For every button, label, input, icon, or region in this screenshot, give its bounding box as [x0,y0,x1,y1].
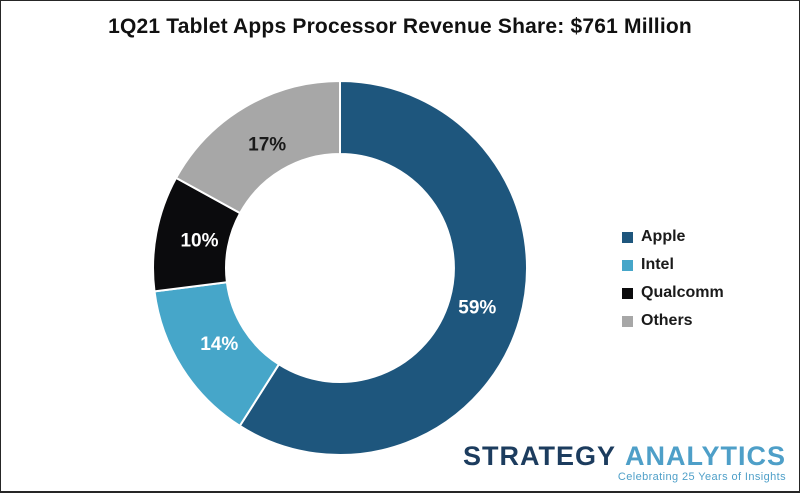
legend-marker-others [622,315,633,327]
brand-logo: STRATEGY ANALYTICS Celebrating 25 Years o… [462,440,786,483]
legend-label-intel: Intel [641,256,674,273]
legend: Apple Intel Qualcomm Others [622,223,724,335]
legend-item-intel: Intel [622,251,724,279]
slice-apple [238,80,528,456]
legend-label-apple: Apple [641,228,686,245]
slice-label-apple: 59% [458,297,496,318]
legend-item-apple: Apple [622,223,724,251]
brand-name: STRATEGY ANALYTICS [462,440,786,471]
legend-item-others: Others [622,307,724,335]
legend-label-others: Others [641,312,693,329]
brand-name-strategy: STRATEGY [462,440,616,471]
legend-label-qualcomm: Qualcomm [641,284,724,301]
chart-title: 1Q21 Tablet Apps Processor Revenue Share… [108,15,692,38]
legend-marker-intel [622,259,633,271]
brand-tagline: Celebrating 25 Years of Insights [617,471,786,483]
slice-others [175,80,341,215]
brand-name-analytics: ANALYTICS [624,440,786,471]
legend-item-qualcomm: Qualcomm [622,279,724,307]
slice-label-others: 17% [248,134,286,155]
slice-label-intel: 14% [200,334,238,355]
legend-marker-qualcomm [622,287,633,299]
slice-label-qualcomm: 10% [180,231,218,252]
legend-marker-apple [622,231,633,243]
